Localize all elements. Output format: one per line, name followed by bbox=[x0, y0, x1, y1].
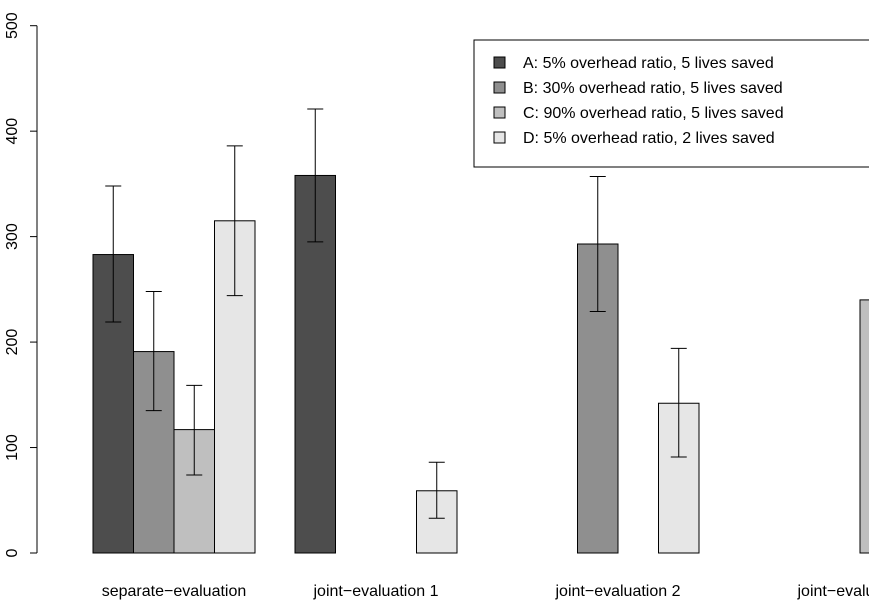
y-tick-label: 400 bbox=[4, 118, 21, 145]
legend: A: 5% overhead ratio, 5 lives saved B: 30… bbox=[473, 39, 869, 168]
y-tick-label: 0 bbox=[4, 548, 21, 557]
x-category-label: joint−evaluation 2 bbox=[555, 583, 681, 600]
legend-swatch bbox=[493, 56, 506, 69]
legend-swatch bbox=[493, 131, 506, 144]
bar bbox=[416, 490, 458, 554]
bar bbox=[859, 299, 869, 554]
x-category-label: separate−evaluation bbox=[102, 583, 247, 600]
x-category-label: joint−evaluation 1 bbox=[313, 583, 439, 600]
legend-label: D: 5% overhead ratio, 2 lives saved bbox=[523, 130, 775, 147]
bar bbox=[658, 402, 700, 554]
legend-label: A: 5% overhead ratio, 5 lives saved bbox=[523, 55, 774, 72]
legend-swatch bbox=[493, 106, 506, 119]
x-category-label: joint−evaluation 3 bbox=[797, 583, 869, 600]
y-tick-label: 100 bbox=[4, 434, 21, 461]
y-axis: 0 100 200 300 400 500 bbox=[4, 12, 38, 557]
category-labels: separate−evaluation joint−evaluation 1 joi… bbox=[102, 583, 869, 600]
y-tick-label: 500 bbox=[4, 12, 21, 39]
legend-box bbox=[473, 39, 869, 168]
error-bars bbox=[105, 108, 687, 519]
legend-label: B: 30% overhead ratio, 5 lives saved bbox=[523, 80, 783, 97]
y-tick-label: 200 bbox=[4, 329, 21, 356]
legend-swatch bbox=[493, 81, 506, 94]
legend-label: C: 90% overhead ratio, 5 lives saved bbox=[523, 105, 784, 122]
y-tick-label: 300 bbox=[4, 223, 21, 250]
bars bbox=[92, 174, 869, 554]
